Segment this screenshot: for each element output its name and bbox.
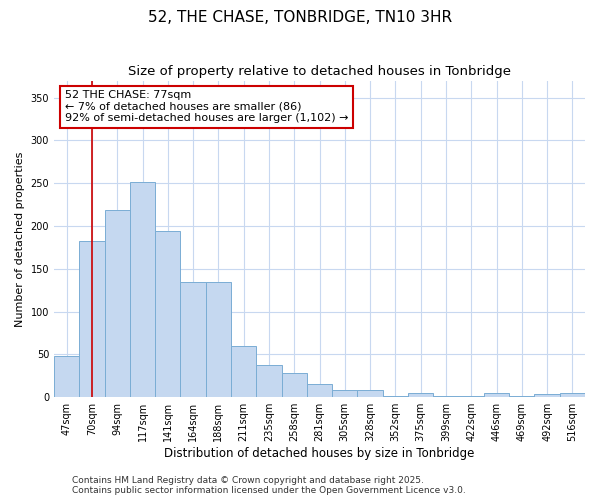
Bar [307,384,332,397]
Bar [281,373,307,397]
Bar [433,396,458,397]
Bar [130,182,155,397]
Bar [332,390,358,397]
Bar [383,396,408,397]
Y-axis label: Number of detached properties: Number of detached properties [15,151,25,326]
Bar [256,364,281,397]
Bar [181,282,206,397]
Title: Size of property relative to detached houses in Tonbridge: Size of property relative to detached ho… [128,65,511,78]
Bar [560,393,585,397]
Bar [155,231,181,397]
Bar [484,393,509,397]
Text: 52, THE CHASE, TONBRIDGE, TN10 3HR: 52, THE CHASE, TONBRIDGE, TN10 3HR [148,10,452,25]
Bar [509,396,535,397]
Bar [104,210,130,397]
Bar [358,390,383,397]
Bar [54,356,79,397]
Bar [231,346,256,397]
Bar [79,240,104,397]
Bar [535,394,560,397]
X-axis label: Distribution of detached houses by size in Tonbridge: Distribution of detached houses by size … [164,447,475,460]
Text: Contains HM Land Registry data © Crown copyright and database right 2025.
Contai: Contains HM Land Registry data © Crown c… [72,476,466,495]
Bar [458,396,484,397]
Bar [408,393,433,397]
Bar [206,282,231,397]
Text: 52 THE CHASE: 77sqm
← 7% of detached houses are smaller (86)
92% of semi-detache: 52 THE CHASE: 77sqm ← 7% of detached hou… [65,90,348,124]
